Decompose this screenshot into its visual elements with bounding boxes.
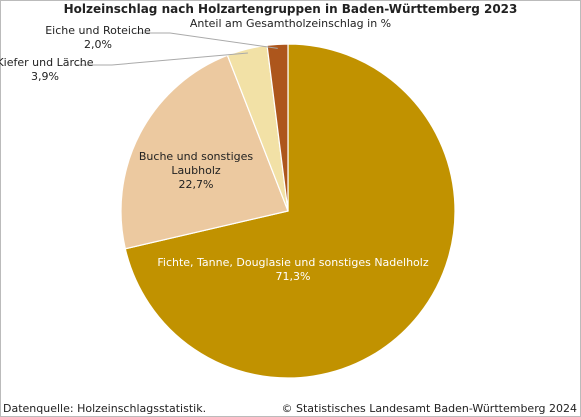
- source: Datenquelle: Holzeinschlagsstatistik.: [3, 402, 207, 415]
- leader-line: [76, 52, 248, 66]
- value-label: 71,3%: [275, 270, 311, 283]
- pie-slice: [120, 54, 289, 250]
- slice-label: Kiefer und Lärche: [0, 56, 94, 69]
- copyright: © Statistisches Landesamt Baden-Württemb…: [281, 402, 577, 415]
- value-label: 22,7%: [178, 178, 214, 191]
- pie-slice: [266, 43, 289, 212]
- value-label: 2,0%: [84, 38, 112, 51]
- pie-slice: [124, 43, 456, 379]
- chart-subtitle: Anteil am Gesamtholzeinschlag in %: [189, 17, 392, 30]
- slice-label: Fichte, Tanne, Douglasie und sonstiges N…: [157, 256, 429, 269]
- chart-title: Holzeinschlag nach Holzartengruppen in B…: [63, 2, 518, 16]
- slice-label: Buche und sonstiges Laubholz: [138, 150, 254, 177]
- value-label: 3,9%: [31, 70, 59, 83]
- leader-line: [135, 32, 278, 49]
- slice-label: Eiche und Roteiche: [45, 24, 151, 37]
